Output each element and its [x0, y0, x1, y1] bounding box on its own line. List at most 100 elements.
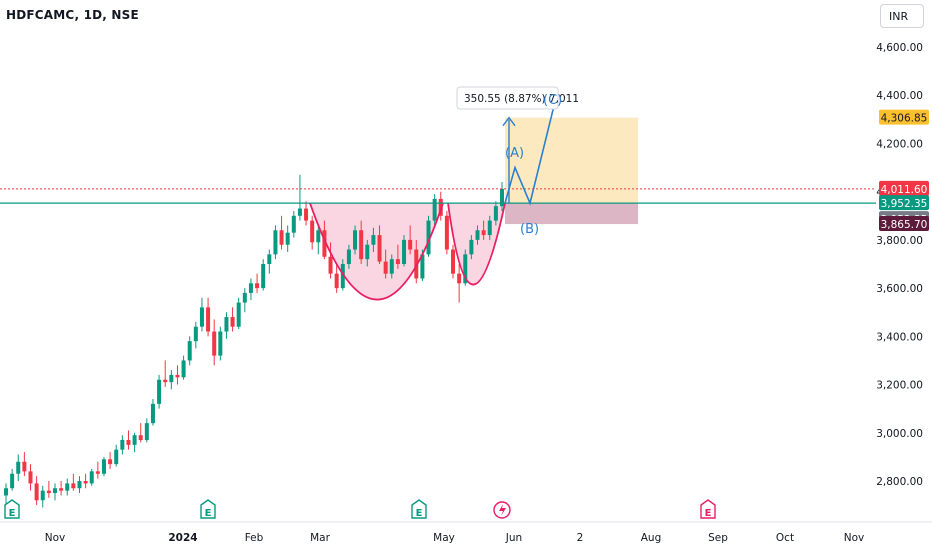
candle-body: [365, 244, 370, 260]
candle-body: [353, 230, 358, 250]
candle-body: [89, 471, 94, 484]
candle-body: [475, 230, 480, 240]
candle-body: [4, 488, 8, 496]
candle-body: [451, 249, 456, 274]
candle-body: [224, 317, 229, 332]
svg-text:E: E: [9, 508, 16, 519]
x-tick-label: May: [433, 532, 455, 544]
y-tick-label: 2,800.00: [876, 476, 923, 488]
x-tick-label: Oct: [776, 532, 794, 544]
candle-body: [285, 232, 290, 245]
candle-body: [340, 264, 345, 289]
candle-body: [395, 259, 400, 264]
candle-body: [34, 483, 39, 501]
y-tick-label: 3,800.00: [876, 235, 923, 247]
candle-body: [169, 374, 174, 383]
candles: [4, 174, 504, 508]
currency-button[interactable]: INR: [880, 4, 924, 28]
candle-body: [383, 261, 388, 274]
candle-body: [206, 307, 211, 332]
candle-body: [279, 230, 284, 245]
candle-body: [218, 331, 223, 356]
x-tick-label: Mar: [310, 532, 330, 544]
candle-body: [157, 379, 162, 404]
candle-body: [22, 461, 27, 472]
wave-label-2: (B): [520, 222, 539, 237]
stop-zone: [505, 203, 638, 225]
candle-body: [71, 483, 76, 489]
y-tick-label: 3,200.00: [876, 380, 923, 392]
svg-text:4,011.60: 4,011.60: [881, 184, 928, 196]
x-tick-label: Aug: [641, 532, 662, 544]
candle-body: [114, 449, 119, 465]
candle-body: [120, 440, 125, 450]
wave-label-1: (A): [505, 146, 524, 161]
x-tick-label: Jun: [505, 532, 522, 544]
candle-body: [310, 220, 315, 243]
candle-body: [414, 249, 419, 279]
price-tag-stop: 3,865.70: [879, 216, 929, 232]
price-tags: 4,306.854,011.603,952.353,952.353,865.70: [879, 109, 929, 232]
wave-label-3: (C): [543, 93, 562, 108]
candle-body: [297, 208, 302, 216]
candle-body: [132, 435, 137, 445]
candle-body: [126, 440, 131, 445]
candle-body: [481, 230, 486, 236]
candle-body: [28, 471, 33, 484]
candle-body: [175, 374, 180, 378]
candle-body: [230, 317, 235, 327]
candle-body: [16, 461, 21, 474]
candle-body: [187, 341, 192, 361]
candle-body: [402, 239, 407, 264]
measure-arrowhead: [502, 116, 516, 127]
measure-label-box: [456, 86, 559, 110]
y-tick-label: 4,200.00: [876, 138, 923, 150]
x-tick-label: Sep: [708, 532, 728, 544]
handle-curve: [447, 202, 506, 286]
candle-body: [359, 230, 364, 260]
candle-body: [138, 435, 143, 441]
candle-body: [212, 331, 217, 356]
candle-body: [101, 459, 106, 474]
dividend-icon: [493, 501, 511, 519]
candle-body: [432, 198, 437, 221]
target-zone: [505, 117, 638, 204]
candle-body: [322, 230, 327, 257]
candle-body: [346, 249, 351, 264]
svg-text:4,306.85: 4,306.85: [881, 113, 928, 125]
candle-body: [261, 264, 266, 289]
x-tick-label: 2024: [168, 532, 197, 544]
pattern-zones: [310, 117, 638, 300]
x-tick-label: 2: [577, 532, 584, 544]
overlays: 350.55 (8.87%) 7,011 (A) (B) (C): [0, 86, 876, 301]
candle-body: [328, 256, 333, 274]
x-tick-label: Nov: [45, 532, 66, 544]
x-axis: Nov 2024 Feb Mar May Jun 2 Aug Sep Oct Nov E E E E: [0, 499, 932, 544]
candle-body: [334, 273, 339, 289]
candle-body: [457, 273, 462, 284]
candle-body: [371, 235, 376, 245]
price-tag-neckline: 3,952.35: [879, 195, 929, 211]
candle-body: [426, 220, 431, 255]
x-tick-label: Nov: [844, 532, 865, 544]
price-tag-last-close: 4,011.60: [879, 180, 929, 196]
x-tick-label: Feb: [245, 532, 264, 544]
candle-body: [108, 459, 113, 465]
candle-body: [463, 254, 468, 284]
candle-body: [199, 307, 204, 327]
candle-body: [65, 483, 70, 491]
wave-path: [504, 97, 557, 206]
candle-body: [493, 206, 498, 221]
candle-body: [46, 490, 51, 494]
y-tick-label: 4,400.00: [876, 90, 923, 102]
candle-body: [52, 488, 57, 494]
candle-body: [500, 188, 504, 207]
candle-body: [316, 230, 321, 243]
svg-text:E: E: [416, 508, 423, 519]
symbol-title: HDFCAMC, 1D, NSE: [6, 8, 139, 22]
y-tick-label: 3,600.00: [876, 283, 923, 295]
candle-body: [408, 239, 413, 250]
candle-body: [59, 488, 64, 491]
cup-curve: [309, 202, 444, 301]
